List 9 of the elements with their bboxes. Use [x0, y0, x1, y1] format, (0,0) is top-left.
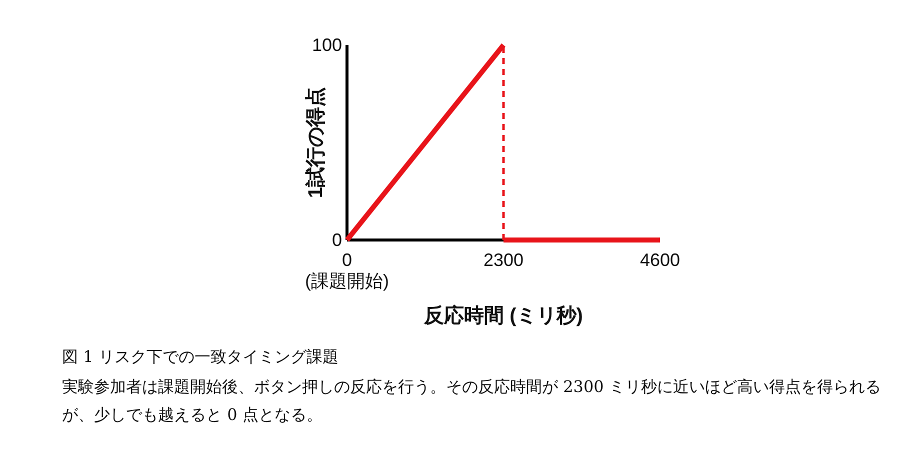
y-tick-label: 100 — [312, 35, 342, 55]
text: 実験参加者は課題開始後、ボタン押しの反応を行う。その反応時間が 2300 ミリ秒に近いほど高い得点を得られるが、少しでも越えると 0 点となる。 — [62, 376, 882, 426]
x-axis-title: 反応時間 (ミリ秒) — [423, 304, 583, 327]
caption: 図 1 リスク下での一致タイミング課題 — [62, 346, 340, 368]
x-tick-label: 4600 — [640, 250, 680, 270]
x-tick-label: 0 (課題開始) — [305, 250, 389, 291]
y-axis-title: 1試行の得点 — [304, 86, 327, 198]
x-tick-label: 2300 — [483, 250, 524, 270]
y-tick-label: 0 — [332, 230, 342, 250]
